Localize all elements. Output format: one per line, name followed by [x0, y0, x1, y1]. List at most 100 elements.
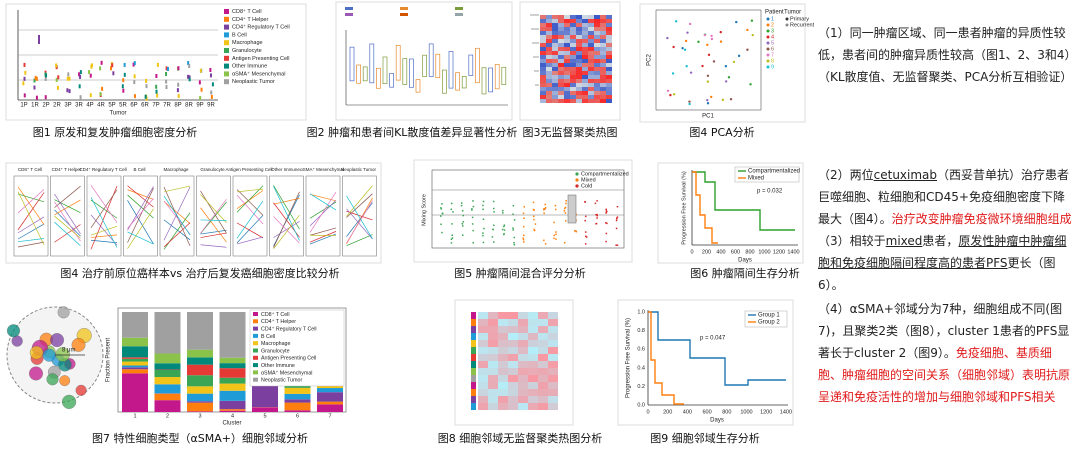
point [719, 40, 723, 43]
dot [145, 78, 148, 83]
fig5-frame [413, 159, 633, 263]
legend-swatch [766, 23, 770, 27]
label: PC2 [647, 54, 653, 66]
heat-cell [478, 389, 488, 396]
survival-curve [648, 311, 684, 405]
cell [57, 306, 70, 319]
heat-cell [538, 354, 548, 361]
heat-cell [528, 319, 538, 326]
label: CD4⁺ T Helper [232, 16, 268, 23]
dot [209, 73, 212, 78]
heat-cell [576, 99, 582, 103]
label: 400 [683, 409, 692, 415]
heat-cell [518, 354, 528, 361]
heat-cell [540, 87, 546, 91]
row-color [471, 312, 476, 319]
bar-seg [317, 404, 343, 412]
dot [452, 211, 454, 213]
heat-cell [570, 35, 576, 39]
pair-line [54, 185, 81, 208]
heat-cell [594, 63, 600, 67]
dot [616, 216, 619, 218]
legend-swatch [345, 13, 353, 16]
dot [122, 88, 125, 93]
heat-cell [478, 396, 488, 403]
plot-area [655, 9, 762, 111]
dot [33, 78, 36, 83]
label: Progression Free Survival (%) [626, 318, 632, 398]
heat-cell [540, 15, 546, 19]
heat-cell [538, 319, 548, 326]
bar-seg [187, 357, 213, 365]
heat-cell [548, 347, 558, 354]
heat-cell [576, 87, 582, 91]
dot [35, 76, 38, 81]
label: 1P [20, 103, 27, 109]
heat-cell [576, 23, 582, 27]
heat-cell [540, 39, 546, 43]
dot [522, 237, 524, 239]
heat-cell [600, 39, 606, 43]
dot [616, 244, 619, 246]
dot [503, 224, 506, 226]
heat-cell [540, 43, 546, 47]
pair-line [346, 234, 373, 247]
dot [68, 89, 71, 94]
heat-cell [564, 23, 570, 27]
pair-line [309, 193, 337, 202]
label: Macrophage [261, 341, 290, 347]
pair-line [90, 185, 118, 223]
box [468, 54, 474, 76]
dot [451, 223, 453, 225]
dot [198, 80, 201, 85]
heat-cell [552, 71, 558, 75]
label: 0.2 [637, 384, 645, 390]
box [382, 56, 388, 85]
heat-cell [594, 95, 600, 99]
dot [574, 230, 576, 232]
dot [533, 229, 536, 232]
point [666, 36, 669, 40]
pair-line [17, 241, 45, 248]
row-color [471, 368, 476, 375]
pair-line [200, 232, 227, 238]
dot [533, 218, 535, 221]
dot [123, 72, 126, 77]
label: 4P [86, 103, 93, 109]
dot [440, 208, 443, 210]
label: Patient [765, 10, 784, 16]
bar-seg [284, 399, 311, 403]
dot [133, 80, 136, 85]
heat-cell [546, 99, 552, 103]
caption: 图7 特性细胞类型（αSMA+）细胞邻域分析 [92, 432, 308, 445]
bar-seg [219, 410, 246, 412]
box [461, 76, 467, 89]
pair-line [54, 199, 81, 216]
dot [503, 229, 506, 231]
point [688, 102, 691, 106]
point [671, 72, 675, 75]
dot [491, 236, 494, 238]
cell [42, 348, 56, 362]
heat-cell [528, 340, 538, 347]
label: Mixing Score [421, 194, 427, 226]
dot [493, 241, 495, 243]
dot [471, 208, 473, 210]
heat-cell [508, 403, 518, 410]
heat-cell [552, 75, 558, 79]
box [567, 194, 577, 224]
heat-cell [576, 95, 582, 99]
box [475, 47, 480, 84]
heat-cell [588, 43, 594, 47]
label: 3P [64, 103, 71, 109]
bar-seg [187, 364, 213, 376]
label: 7 [771, 52, 774, 58]
label: Tumor [784, 10, 801, 16]
dot [472, 205, 475, 208]
dot [471, 209, 473, 211]
heat-cell [570, 39, 576, 43]
heat-cell [478, 382, 488, 389]
heat-cell [588, 51, 594, 55]
dot [584, 231, 587, 233]
heat-cell [570, 19, 576, 23]
